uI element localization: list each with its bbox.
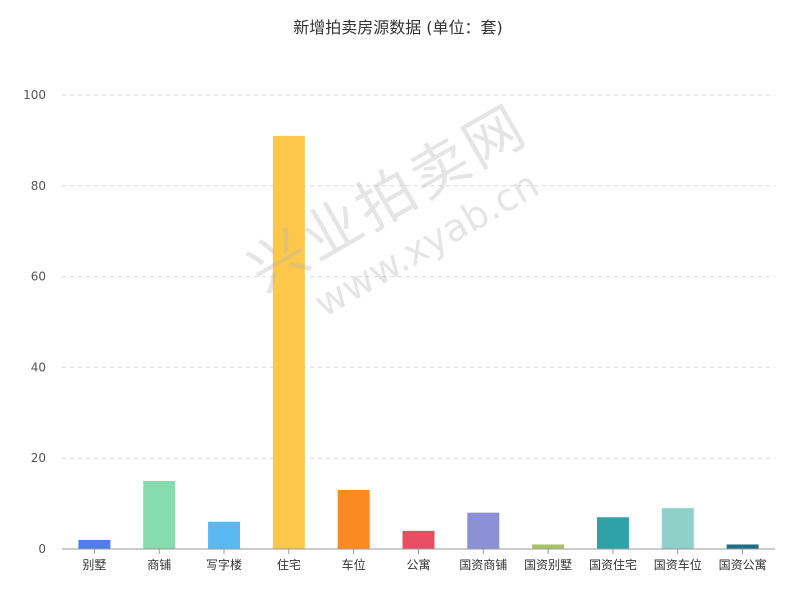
x-tick-label: 国资公寓 [719,557,767,572]
bar-别墅 [78,539,111,549]
x-axis-labels: 别墅 商铺 写字楼 住宅 车位 公寓 国资商铺 国资别墅 国资住宅 国资车位 国资公寓 [82,549,767,572]
bar-国资别墅 [532,544,565,549]
y-tick-label: 100 [23,88,46,102]
grid-lines [62,94,775,459]
bar-国资公寓 [726,544,759,549]
bar-商铺 [143,480,176,549]
y-tick-label: 0 [38,542,46,556]
bar-车位 [337,489,370,549]
chart-title: 新增拍卖房源数据 (单位：套) [293,18,503,37]
x-tick-label: 别墅 [82,558,106,572]
bars [78,135,759,550]
x-tick-label: 住宅 [277,557,301,572]
y-tick-label: 60 [31,270,46,284]
y-tick-label: 20 [31,451,46,465]
y-axis-ticks: 0 20 40 60 80 100 [23,88,46,556]
x-tick-label: 国资车位 [654,557,702,572]
x-tick-label: 商铺 [147,557,171,572]
x-tick-label: 国资别墅 [524,558,572,572]
x-tick-label: 国资住宅 [589,557,637,572]
bar-国资商铺 [467,512,500,549]
y-tick-label: 80 [31,179,46,193]
bar-国资住宅 [596,517,629,549]
bar-住宅 [272,135,305,550]
x-tick-label: 写字楼 [206,557,242,572]
x-tick-label: 国资商铺 [459,557,507,572]
x-tick-label: 车位 [342,557,366,572]
bar-国资车位 [661,508,694,549]
bar-写字楼 [208,521,241,549]
y-tick-label: 40 [31,360,46,374]
bar-公寓 [402,530,435,549]
x-tick-label: 公寓 [406,557,430,572]
